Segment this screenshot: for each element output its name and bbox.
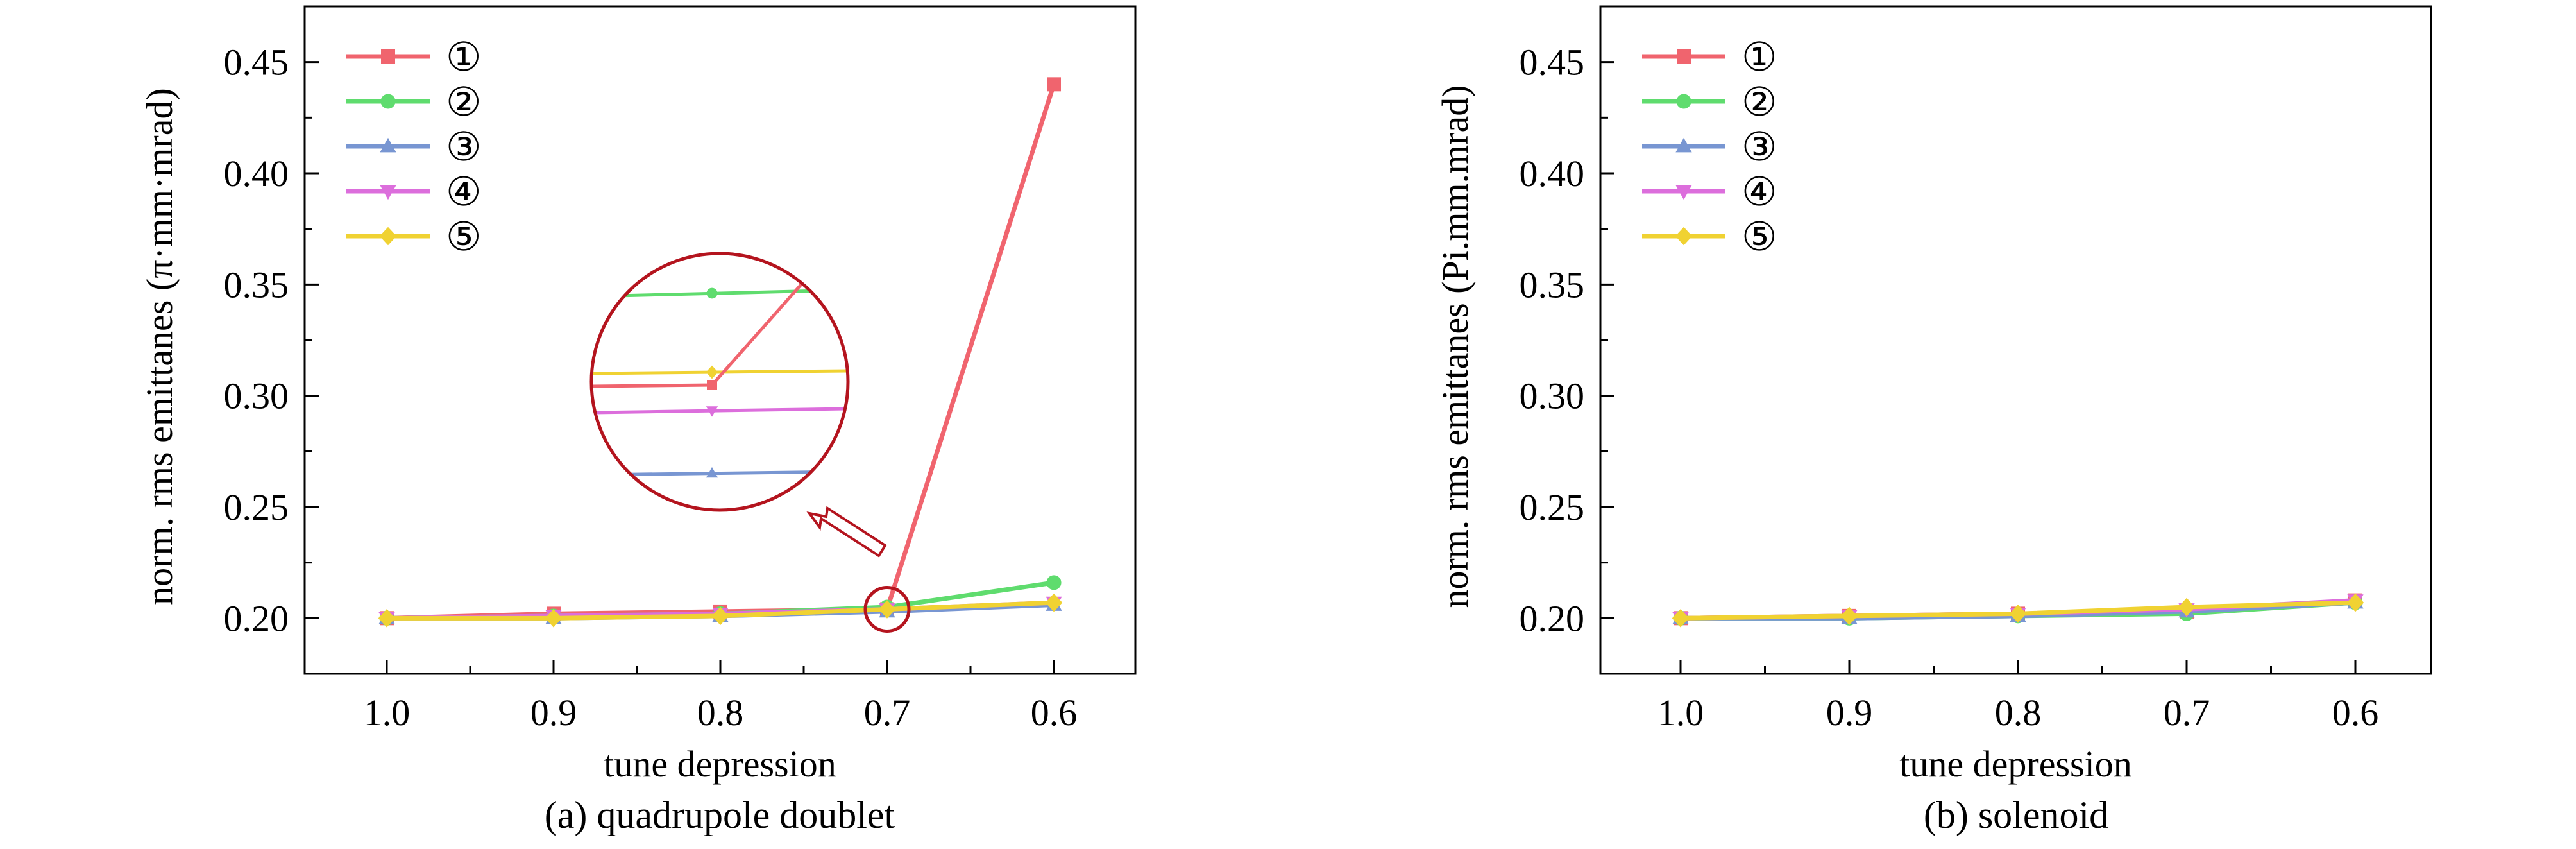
series-5: [1672, 593, 2364, 628]
data-point: [1047, 77, 1061, 92]
x-tick-label: 1.0: [364, 692, 411, 733]
legend-entry-label: ③: [446, 126, 482, 169]
inset-circle: [589, 252, 850, 512]
inset-data-point: [706, 365, 718, 379]
inset-series-line: [591, 369, 848, 375]
legend-entry-label: ⑤: [446, 216, 482, 259]
inset-data-point: [706, 467, 718, 478]
data-point: [378, 609, 396, 628]
x-tick-label: 0.6: [1031, 692, 1078, 733]
legend-entry-label: ④: [446, 171, 482, 214]
inset-content: [591, 281, 848, 478]
inset-series-line: [591, 470, 848, 477]
y-tick-label: 0.45: [224, 42, 289, 83]
legend-marker: [381, 49, 395, 64]
legend-marker: [379, 227, 397, 246]
data-point: [1840, 606, 1858, 626]
y-tick-label: 0.20: [224, 597, 289, 639]
data-point: [878, 600, 896, 619]
x-tick-label: 0.8: [697, 692, 744, 733]
data-point: [711, 606, 729, 626]
data-point: [1045, 593, 1063, 612]
legend-marker: [1675, 185, 1692, 200]
legend-marker: [1675, 227, 1693, 246]
y-tick-label: 0.35: [224, 264, 289, 305]
inset-data-point: [706, 406, 718, 417]
inset-data-point: [706, 287, 718, 299]
y-tick-label: 0.40: [1520, 153, 1585, 194]
legend-entry-label: ⑤: [1741, 216, 1777, 259]
panel-caption: (b) solenoid: [1924, 794, 2108, 836]
legend-entry-label: ④: [1741, 171, 1777, 214]
legend-entry-label: ②: [446, 81, 482, 124]
data-point: [1672, 609, 1690, 628]
y-tick-label: 0.35: [1520, 264, 1585, 305]
series-line: [386, 83, 1056, 621]
legend-entry-label: ②: [1741, 81, 1777, 124]
y-tick-label: 0.25: [1520, 486, 1585, 528]
inset-data-point: [707, 380, 717, 390]
y-tick-label: 0.30: [1520, 375, 1585, 417]
y-tick-label: 0.30: [224, 375, 289, 417]
data-point: [2346, 593, 2364, 612]
y-tick-label: 0.25: [224, 486, 289, 528]
data-point: [545, 609, 563, 628]
legend-entry-label: ①: [1741, 36, 1777, 80]
x-tick-label: 0.7: [2164, 692, 2210, 733]
zoom-inset: [589, 252, 911, 633]
y-axis-title: norm. rms emittanes (Pi.mm.mrad): [1434, 85, 1476, 608]
zoom-marker-circle: [863, 585, 911, 633]
y-tick-label: 0.45: [1520, 42, 1585, 83]
legend-entry-label: ①: [446, 36, 482, 80]
chart-panel-a: 0.20 0.25 0.30 0.35 0.40 0.45 1.0 0.9 0.8 0.7 0.6 t…: [139, 5, 1137, 836]
plot-frame: [303, 5, 1137, 675]
legend-marker: [1676, 94, 1691, 109]
legend-marker: [1675, 137, 1692, 153]
y-tick-label: 0.20: [1520, 597, 1585, 639]
arrow-icon: [806, 506, 887, 558]
inset-series-line: [591, 288, 848, 298]
legend-marker: [380, 94, 396, 109]
x-tick-label: 1.0: [1657, 692, 1704, 733]
y-axis-title: norm. rms emittanes (π·mm·mrad): [139, 88, 180, 605]
series-5: [378, 593, 1063, 628]
y-tick-label: 0.40: [224, 153, 289, 194]
panel-caption: (a) quadrupole doublet: [545, 794, 895, 836]
x-tick-label: 0.9: [530, 692, 577, 733]
x-tick-label: 0.9: [1826, 692, 1873, 733]
legend-entry-label: ③: [1741, 126, 1777, 169]
x-tick-label: 0.7: [864, 692, 911, 733]
chart-panel-b: 0.20 0.25 0.30 0.35 0.40 0.45 1.0 0.9 0.8 0.7 0.6 t…: [1434, 5, 2432, 836]
legend-marker: [380, 185, 396, 200]
data-point: [2009, 605, 2027, 623]
data-point: [1046, 575, 1062, 590]
x-tick-label: 0.8: [1995, 692, 2042, 733]
x-tick-label: 0.6: [2332, 692, 2379, 733]
legend-marker: [380, 137, 396, 153]
legend-marker: [1677, 49, 1691, 64]
series-1: [380, 77, 1061, 626]
inset-series-line: [591, 407, 848, 415]
x-axis-title: tune depression: [604, 743, 836, 785]
plot-frame: [1599, 5, 2432, 675]
data-point: [2178, 597, 2196, 617]
x-axis-title: tune depression: [1899, 743, 2131, 785]
